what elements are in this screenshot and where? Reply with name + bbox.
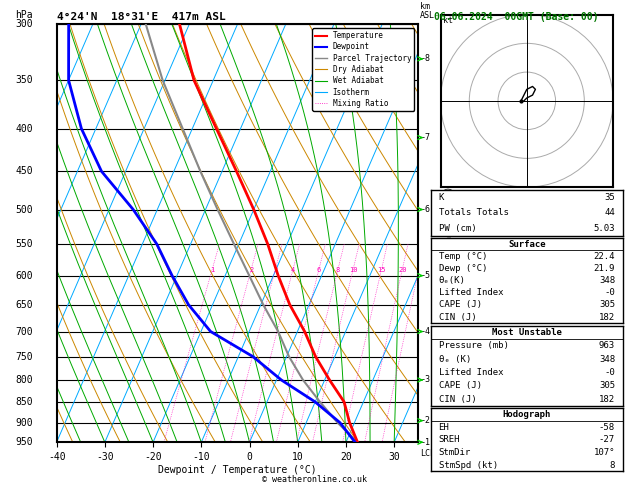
Text: -58: -58 bbox=[599, 423, 615, 432]
Text: -2: -2 bbox=[420, 416, 430, 425]
Text: 2: 2 bbox=[249, 266, 253, 273]
Text: CAPE (J): CAPE (J) bbox=[438, 381, 482, 390]
Text: -0: -0 bbox=[604, 368, 615, 377]
Text: 8: 8 bbox=[610, 461, 615, 469]
Text: 500: 500 bbox=[16, 205, 33, 214]
Text: 348: 348 bbox=[599, 276, 615, 285]
Text: 300: 300 bbox=[16, 19, 33, 29]
Text: 182: 182 bbox=[599, 312, 615, 322]
Text: -3: -3 bbox=[420, 376, 430, 384]
Text: 750: 750 bbox=[16, 351, 33, 362]
Text: CIN (J): CIN (J) bbox=[438, 395, 476, 404]
Text: 950: 950 bbox=[16, 437, 33, 447]
Text: 650: 650 bbox=[16, 300, 33, 310]
Text: 600: 600 bbox=[16, 271, 33, 280]
Text: 400: 400 bbox=[16, 123, 33, 134]
Text: 305: 305 bbox=[599, 300, 615, 310]
Text: PW (cm): PW (cm) bbox=[438, 224, 476, 232]
Text: hPa: hPa bbox=[16, 10, 33, 20]
Text: 450: 450 bbox=[16, 166, 33, 176]
Text: 15: 15 bbox=[377, 266, 386, 273]
Text: Surface: Surface bbox=[508, 240, 545, 249]
Text: kt: kt bbox=[443, 16, 454, 25]
Text: 22.4: 22.4 bbox=[594, 252, 615, 261]
Text: Hodograph: Hodograph bbox=[503, 410, 551, 419]
Text: 107°: 107° bbox=[594, 448, 615, 457]
Text: -27: -27 bbox=[599, 435, 615, 444]
Text: 4: 4 bbox=[291, 266, 295, 273]
Text: 1: 1 bbox=[210, 266, 214, 273]
Text: Lifted Index: Lifted Index bbox=[438, 288, 503, 297]
Text: -5: -5 bbox=[420, 271, 430, 280]
Text: 8: 8 bbox=[336, 266, 340, 273]
Text: 5.03: 5.03 bbox=[594, 224, 615, 232]
Text: 350: 350 bbox=[16, 75, 33, 85]
Text: Temp (°C): Temp (°C) bbox=[438, 252, 487, 261]
Text: LCL: LCL bbox=[420, 449, 435, 457]
Text: 800: 800 bbox=[16, 375, 33, 385]
Text: 44: 44 bbox=[604, 208, 615, 217]
Text: 305: 305 bbox=[599, 381, 615, 390]
Text: -7: -7 bbox=[420, 133, 430, 142]
Text: 3: 3 bbox=[273, 266, 277, 273]
Text: -6: -6 bbox=[420, 205, 430, 214]
Text: -1: -1 bbox=[420, 438, 430, 447]
Text: 21.9: 21.9 bbox=[594, 264, 615, 273]
Text: Most Unstable: Most Unstable bbox=[492, 328, 562, 337]
Text: 348: 348 bbox=[599, 354, 615, 364]
Text: Mixing Ratio (g/kg): Mixing Ratio (g/kg) bbox=[445, 186, 454, 281]
Text: CIN (J): CIN (J) bbox=[438, 312, 476, 322]
Text: SREH: SREH bbox=[438, 435, 460, 444]
Text: 06.06.2024  00GMT (Base: 00): 06.06.2024 00GMT (Base: 00) bbox=[434, 12, 599, 22]
Text: 6: 6 bbox=[317, 266, 321, 273]
Text: -4: -4 bbox=[420, 327, 430, 336]
Text: 10: 10 bbox=[349, 266, 357, 273]
Text: EH: EH bbox=[438, 423, 449, 432]
X-axis label: Dewpoint / Temperature (°C): Dewpoint / Temperature (°C) bbox=[158, 465, 317, 475]
Text: 963: 963 bbox=[599, 341, 615, 350]
Text: 700: 700 bbox=[16, 327, 33, 336]
Text: CAPE (J): CAPE (J) bbox=[438, 300, 482, 310]
Text: 35: 35 bbox=[604, 193, 615, 202]
Text: Lifted Index: Lifted Index bbox=[438, 368, 503, 377]
Text: -0: -0 bbox=[604, 288, 615, 297]
Text: -8: -8 bbox=[420, 54, 430, 63]
Text: θₑ (K): θₑ (K) bbox=[438, 354, 470, 364]
Legend: Temperature, Dewpoint, Parcel Trajectory, Dry Adiabat, Wet Adiabat, Isotherm, Mi: Temperature, Dewpoint, Parcel Trajectory… bbox=[312, 28, 415, 111]
Text: 900: 900 bbox=[16, 417, 33, 428]
Text: 550: 550 bbox=[16, 239, 33, 249]
Text: 20: 20 bbox=[398, 266, 406, 273]
Text: θₑ(K): θₑ(K) bbox=[438, 276, 465, 285]
Text: Totals Totals: Totals Totals bbox=[438, 208, 508, 217]
Text: 4°24'N  18°31'E  417m ASL: 4°24'N 18°31'E 417m ASL bbox=[57, 12, 225, 22]
Text: StmSpd (kt): StmSpd (kt) bbox=[438, 461, 498, 469]
Text: km
ASL: km ASL bbox=[420, 2, 435, 20]
Text: 182: 182 bbox=[599, 395, 615, 404]
Text: StmDir: StmDir bbox=[438, 448, 470, 457]
Text: 850: 850 bbox=[16, 397, 33, 407]
Text: K: K bbox=[438, 193, 444, 202]
Text: © weatheronline.co.uk: © weatheronline.co.uk bbox=[262, 474, 367, 484]
Text: Pressure (mb): Pressure (mb) bbox=[438, 341, 508, 350]
Text: Dewp (°C): Dewp (°C) bbox=[438, 264, 487, 273]
